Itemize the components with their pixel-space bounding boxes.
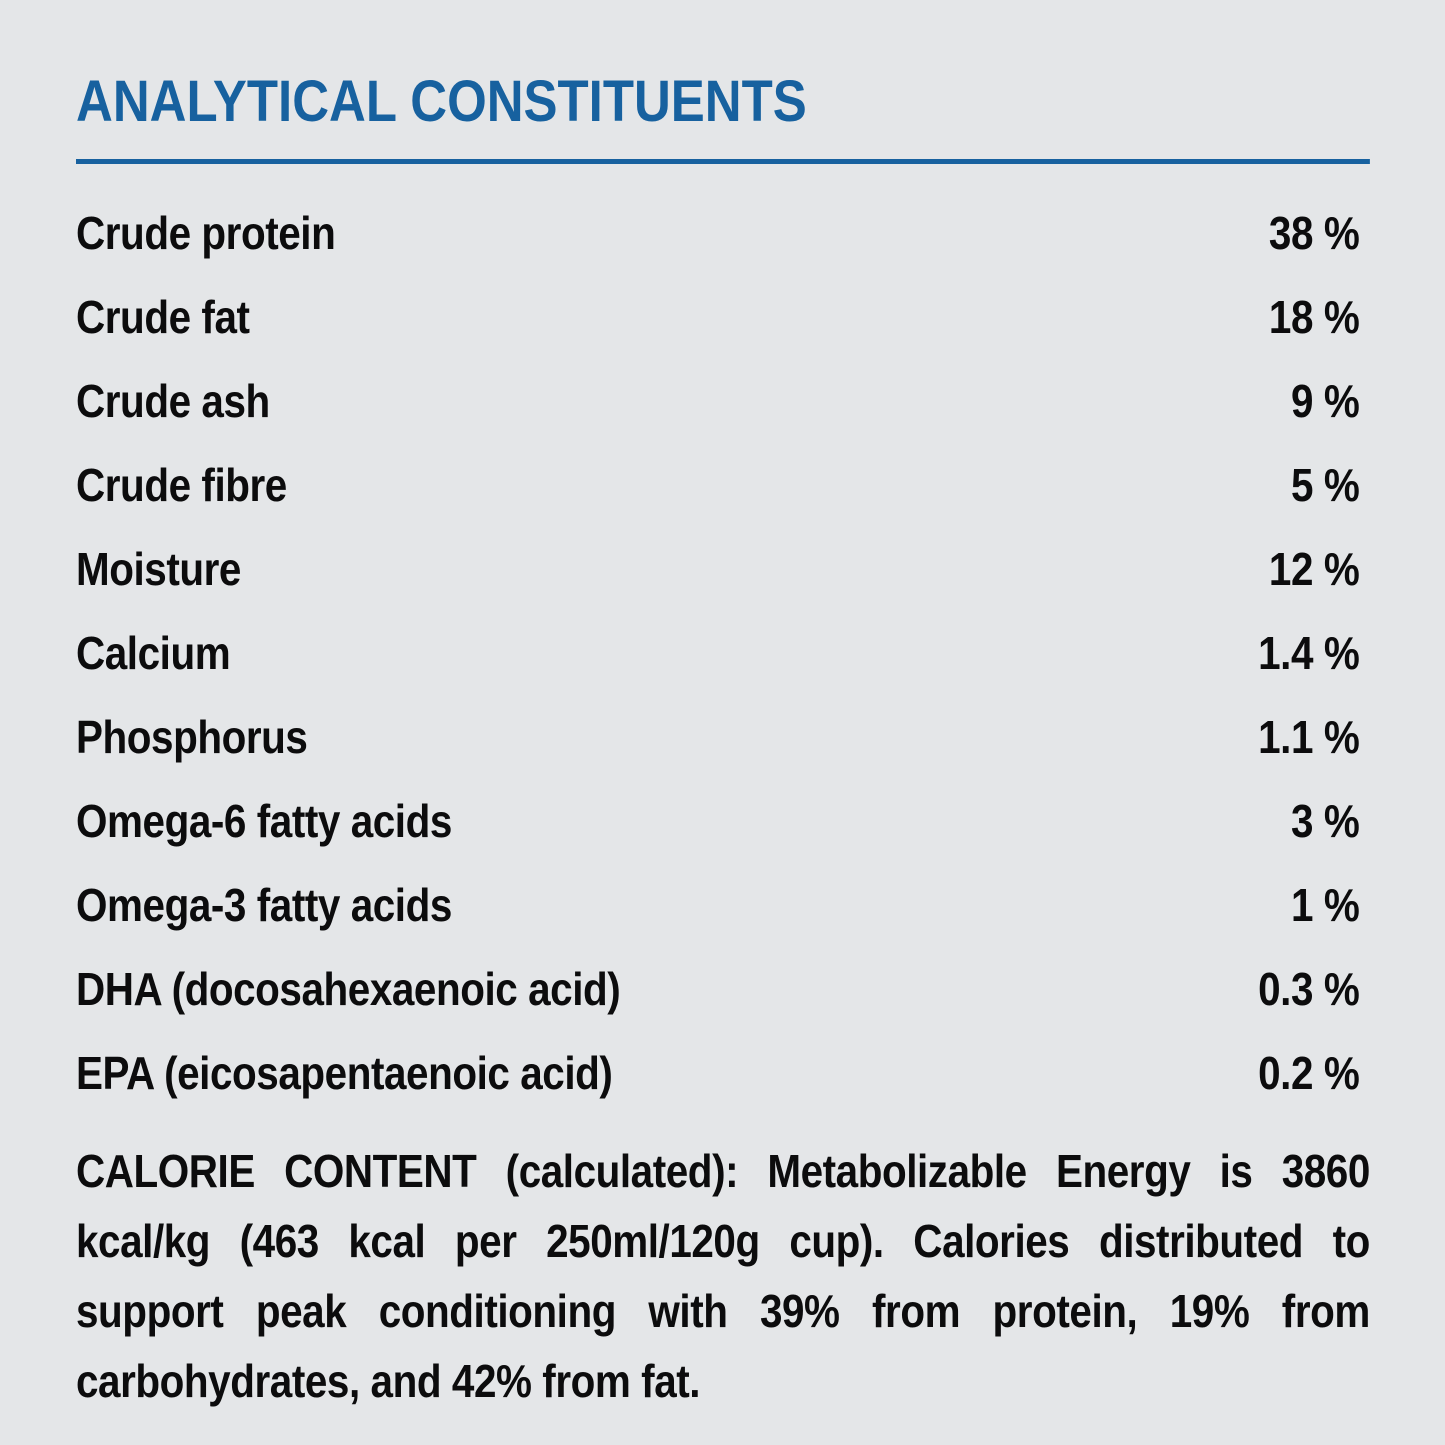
constituent-name: Crude fat <box>76 290 250 343</box>
content-area: ANALYTICAL CONSTITUENTS Crude protein 38… <box>76 69 1370 1416</box>
table-row: Phosphorus 1.1 % <box>76 714 1370 760</box>
label-panel: ANALYTICAL CONSTITUENTS Crude protein 38… <box>76 69 1370 1416</box>
table-row: Crude fibre 5 % <box>76 462 1370 508</box>
constituent-name: Crude fibre <box>76 458 287 511</box>
table-row: Crude protein 38 % <box>76 210 1370 256</box>
table-row: EPA (eicosapentaenoic acid) 0.2 % <box>76 1050 1370 1096</box>
constituent-name: Omega-6 fatty acids <box>76 794 452 847</box>
constituent-name: Crude protein <box>76 206 336 259</box>
constituent-name: DHA (docosahexaenoic acid) <box>76 962 621 1015</box>
constituent-value: 1.1 % <box>1258 710 1360 763</box>
table-row: Omega-6 fatty acids 3 % <box>76 798 1370 844</box>
table-row: Calcium 1.4 % <box>76 630 1370 676</box>
calorie-content-text: CALORIE CONTENT (calculated): Metaboliza… <box>76 1144 1370 1407</box>
constituent-name: Crude ash <box>76 374 270 427</box>
constituent-name: EPA (eicosapentaenoic acid) <box>76 1046 613 1099</box>
constituent-name: Omega-3 fatty acids <box>76 878 452 931</box>
constituent-value: 18 % <box>1268 290 1360 343</box>
constituent-value: 1 % <box>1290 878 1360 931</box>
constituent-value: 0.2 % <box>1258 1046 1360 1099</box>
table-row: DHA (docosahexaenoic acid) 0.3 % <box>76 966 1370 1012</box>
constituent-value: 38 % <box>1268 206 1360 259</box>
constituent-name: Phosphorus <box>76 710 308 763</box>
table-row: Crude ash 9 % <box>76 378 1370 424</box>
constituent-value: 1.4 % <box>1258 626 1360 679</box>
section-title: ANALYTICAL CONSTITUENTS <box>76 69 807 134</box>
constituent-value: 0.3 % <box>1258 962 1360 1015</box>
constituent-value: 5 % <box>1290 458 1360 511</box>
table-row: Omega-3 fatty acids 1 % <box>76 882 1370 928</box>
table-row: Crude fat 18 % <box>76 294 1370 340</box>
constituent-value: 3 % <box>1290 794 1360 847</box>
table-row: Moisture 12 % <box>76 546 1370 592</box>
constituent-name: Calcium <box>76 626 231 679</box>
constituent-name: Moisture <box>76 542 241 595</box>
title-underline-rule <box>76 158 1370 164</box>
constituent-value: 9 % <box>1290 374 1360 427</box>
constituent-value: 12 % <box>1268 542 1360 595</box>
constituents-table: Crude protein 38 % Crude fat 18 % Crude … <box>76 210 1370 1096</box>
